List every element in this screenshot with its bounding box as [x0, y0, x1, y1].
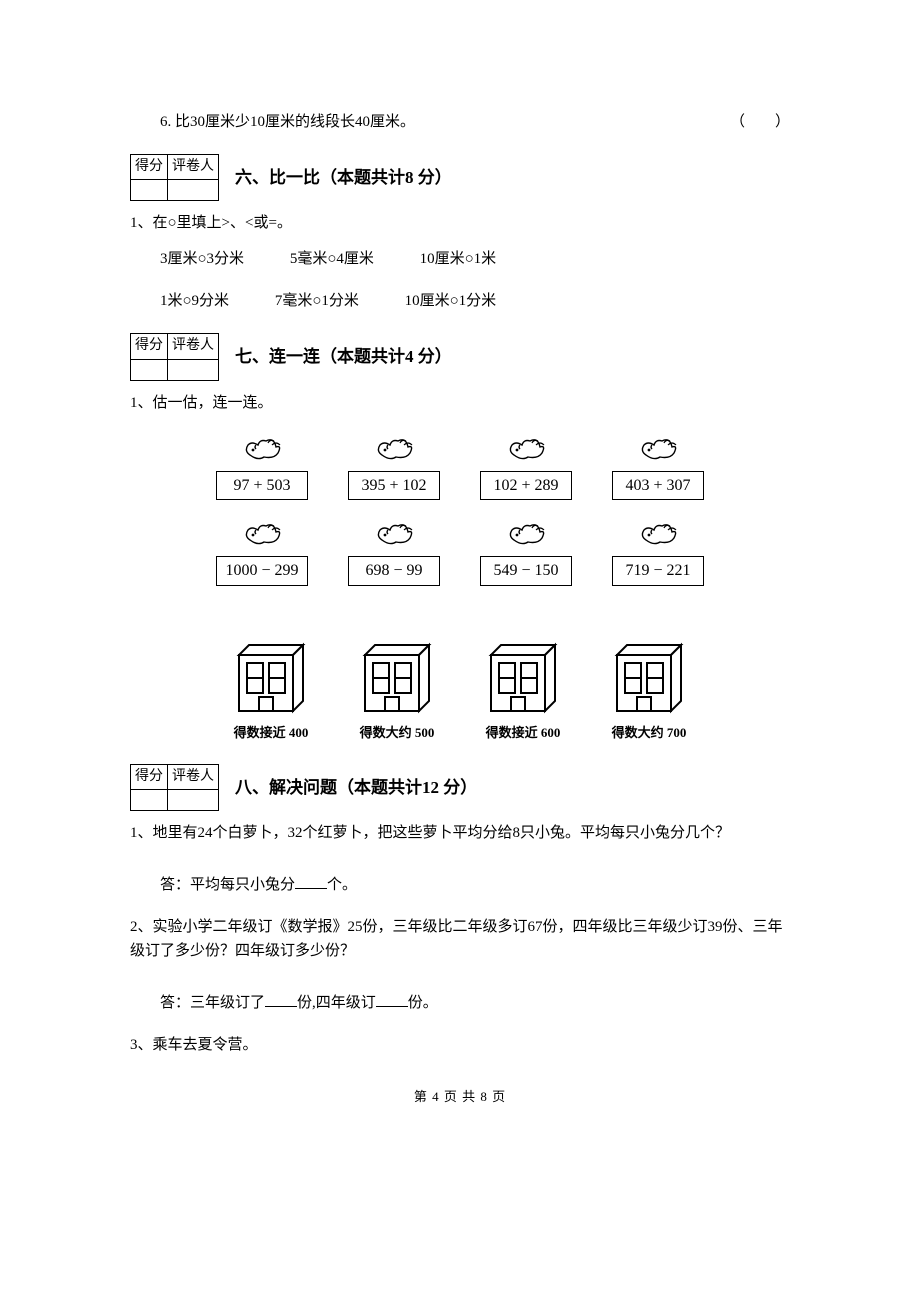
- cabinet-icon: [483, 641, 563, 719]
- judge-item-6: 6. 比30厘米少10厘米的线段长40厘米。 （ ）: [130, 110, 790, 134]
- score-table: 得分 评卷人: [130, 764, 219, 811]
- cabinet-item[interactable]: 得数接近 600: [483, 641, 563, 744]
- grader-cell[interactable]: [168, 790, 219, 811]
- cmp-1a[interactable]: 3厘米○3分米: [160, 247, 244, 271]
- cabinet-icon: [231, 641, 311, 719]
- cabinet-label: 得数接近 600: [486, 723, 561, 744]
- score-label: 得分: [131, 764, 168, 789]
- blank-input[interactable]: [265, 992, 297, 1007]
- cabinet-label: 得数接近 400: [234, 723, 309, 744]
- s8-q1-stem: 1、地里有24个白萝卜，32个红萝卜，把这些萝卜平均分给8只小兔。平均每只小兔分…: [130, 821, 790, 845]
- bird-item[interactable]: 698 − 99: [348, 518, 440, 586]
- section7-stem: 1、估一估，连一连。: [130, 391, 790, 415]
- bird-item[interactable]: 97 + 503: [216, 433, 308, 501]
- score-cell[interactable]: [131, 180, 168, 201]
- score-table: 得分 评卷人: [130, 333, 219, 380]
- cabinets-row: 得数接近 400 得数大约 500: [130, 641, 790, 744]
- cabinet-item[interactable]: 得数接近 400: [231, 641, 311, 744]
- bird-item[interactable]: 719 − 221: [612, 518, 704, 586]
- cmp-1b[interactable]: 5毫米○4厘米: [290, 247, 374, 271]
- score-label: 得分: [131, 334, 168, 359]
- judge-item-text: 6. 比30厘米少10厘米的线段长40厘米。: [160, 114, 415, 130]
- expr-box: 97 + 503: [216, 471, 308, 501]
- s8-q2-answer: 答：三年级订了 份,四年级订 份。: [130, 991, 790, 1015]
- bird-icon: [504, 433, 548, 469]
- expr-box: 403 + 307: [612, 471, 704, 501]
- cabinet-icon: [609, 641, 689, 719]
- expr-box: 395 + 102: [348, 471, 440, 501]
- birds-row-bottom: 1000 − 299 698 − 99 549 − 150: [130, 518, 790, 586]
- answer-post: 份。: [408, 995, 438, 1011]
- compare-row2: 1米○9分米 7毫米○1分米 10厘米○1分米: [130, 289, 790, 313]
- cmp-2b[interactable]: 7毫米○1分米: [275, 289, 359, 313]
- section6-header: 得分 评卷人 六、比一比（本题共计8 分）: [130, 154, 790, 201]
- expr-box: 698 − 99: [348, 556, 440, 586]
- answer-post: 个。: [327, 877, 357, 893]
- compare-row1: 3厘米○3分米 5毫米○4厘米 10厘米○1米: [130, 247, 790, 271]
- bird-item[interactable]: 1000 − 299: [216, 518, 308, 586]
- grader-label: 评卷人: [168, 334, 219, 359]
- score-label: 得分: [131, 155, 168, 180]
- birds-row-top: 97 + 503 395 + 102 102 + 289: [130, 433, 790, 501]
- expr-box: 102 + 289: [480, 471, 572, 501]
- grader-label: 评卷人: [168, 764, 219, 789]
- cabinet-item[interactable]: 得数大约 500: [357, 641, 437, 744]
- cmp-2a[interactable]: 1米○9分米: [160, 289, 229, 313]
- score-table: 得分 评卷人: [130, 154, 219, 201]
- bird-icon: [372, 518, 416, 554]
- bird-item[interactable]: 395 + 102: [348, 433, 440, 501]
- blank-input[interactable]: [295, 874, 327, 889]
- answer-pre: 答：三年级订了: [160, 995, 265, 1011]
- section6-title: 六、比一比（本题共计8 分）: [235, 164, 452, 191]
- answer-pre: 答：平均每只小兔分: [160, 877, 295, 893]
- bracket-placeholder[interactable]: （ ）: [730, 110, 790, 134]
- expr-box: 549 − 150: [480, 556, 572, 586]
- grader-cell[interactable]: [168, 180, 219, 201]
- section7-header: 得分 评卷人 七、连一连（本题共计4 分）: [130, 333, 790, 380]
- grader-cell[interactable]: [168, 359, 219, 380]
- bird-icon: [636, 433, 680, 469]
- section8-header: 得分 评卷人 八、解决问题（本题共计12 分）: [130, 764, 790, 811]
- cabinet-label: 得数大约 500: [360, 723, 435, 744]
- s8-q1-answer: 答：平均每只小兔分 个。: [130, 873, 790, 897]
- answer-mid: 份,四年级订: [297, 995, 376, 1011]
- blank-input[interactable]: [376, 992, 408, 1007]
- expr-box: 719 − 221: [612, 556, 704, 586]
- s8-q2-stem: 2、实验小学二年级订《数学报》25份，三年级比二年级多订67份，四年级比三年级少…: [130, 915, 790, 963]
- bird-icon: [372, 433, 416, 469]
- section6-stem: 1、在○里填上>、<或=。: [130, 211, 790, 235]
- s8-q3-stem: 3、乘车去夏令营。: [130, 1033, 790, 1057]
- section7-title: 七、连一连（本题共计4 分）: [235, 343, 452, 370]
- page-footer: 第 4 页 共 8 页: [130, 1087, 790, 1108]
- expr-box: 1000 − 299: [216, 556, 308, 586]
- cmp-1c[interactable]: 10厘米○1米: [420, 247, 497, 271]
- bird-icon: [240, 518, 284, 554]
- score-cell[interactable]: [131, 790, 168, 811]
- cabinet-icon: [357, 641, 437, 719]
- bird-item[interactable]: 102 + 289: [480, 433, 572, 501]
- section8-title: 八、解决问题（本题共计12 分）: [235, 774, 477, 801]
- bird-icon: [504, 518, 548, 554]
- bird-item[interactable]: 403 + 307: [612, 433, 704, 501]
- bird-item[interactable]: 549 − 150: [480, 518, 572, 586]
- cabinet-label: 得数大约 700: [612, 723, 687, 744]
- bird-icon: [240, 433, 284, 469]
- cabinet-item[interactable]: 得数大约 700: [609, 641, 689, 744]
- score-cell[interactable]: [131, 359, 168, 380]
- cmp-2c[interactable]: 10厘米○1分米: [405, 289, 497, 313]
- bird-icon: [636, 518, 680, 554]
- grader-label: 评卷人: [168, 155, 219, 180]
